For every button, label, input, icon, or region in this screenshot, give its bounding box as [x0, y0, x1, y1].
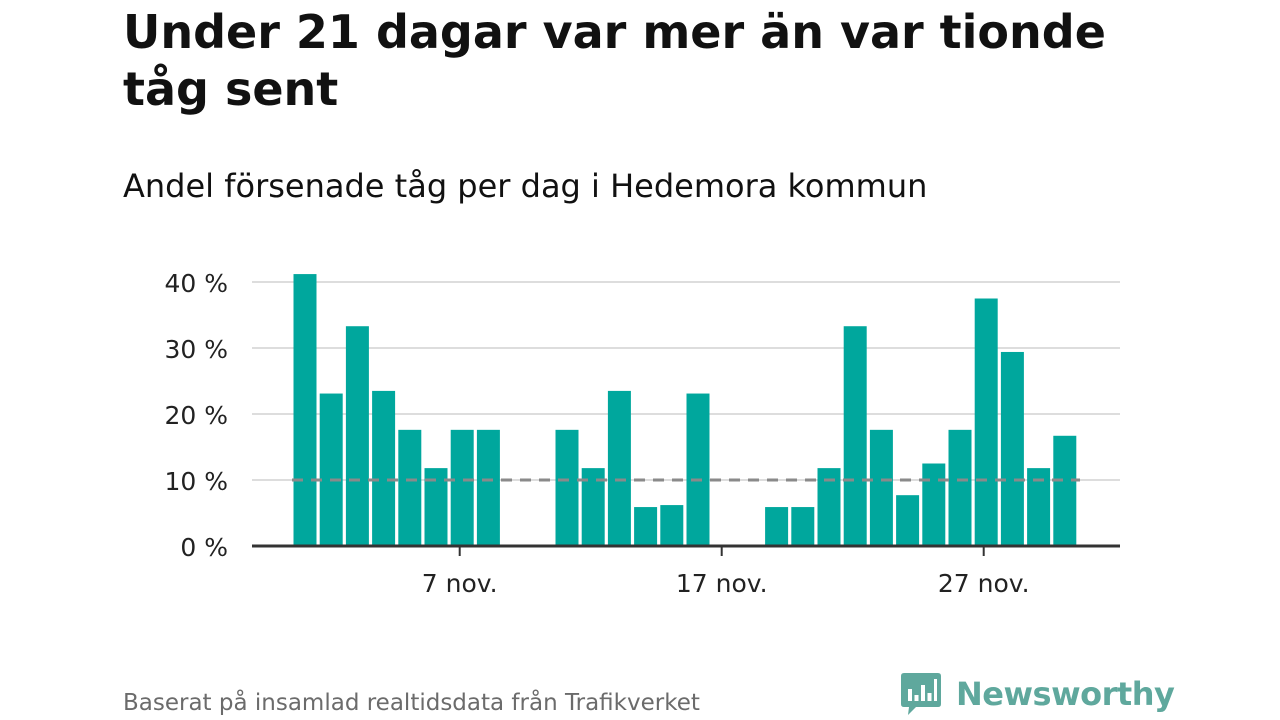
bar-2019-11-21	[817, 468, 841, 546]
bar-2019-11-27	[974, 298, 998, 546]
newsworthy-logo[interactable]: Newsworthy	[900, 671, 1175, 717]
bar-2019-11-24	[896, 495, 920, 546]
chart-title: Under 21 dagar var mer än var tionde tåg…	[123, 5, 1106, 116]
y-tick-label: 10 %	[164, 467, 228, 496]
bar-2019-11-19	[765, 507, 789, 546]
y-tick-label: 40 %	[164, 269, 228, 298]
bar-2019-11-04	[372, 390, 396, 546]
bar-2019-11-06	[424, 468, 448, 546]
bar-2019-11-03	[345, 326, 369, 546]
bar-2019-11-26	[948, 429, 972, 546]
x-tick-label: 27 nov.	[938, 569, 1030, 598]
bar-2019-11-01	[293, 274, 317, 546]
bar-2019-11-12	[581, 468, 605, 546]
bar-2019-11-30	[1053, 435, 1077, 546]
x-tick-label: 17 nov.	[676, 569, 768, 598]
bar-2019-11-11	[555, 429, 579, 546]
y-tick-labels: 0 % 10 % 20 % 30 % 40 %	[164, 269, 228, 562]
bar-2019-11-25	[922, 463, 946, 546]
x-tick-labels: 7 nov. 17 nov. 27 nov.	[422, 569, 1030, 598]
x-tick-label: 7 nov.	[422, 569, 498, 598]
bar-2019-11-07	[450, 429, 474, 546]
bar-2019-11-29	[1027, 468, 1051, 546]
bar-2019-11-08	[476, 429, 500, 546]
y-tick-label: 30 %	[164, 335, 228, 364]
bar-2019-11-22	[843, 326, 867, 546]
bars	[293, 274, 1077, 546]
bar-2019-11-14	[634, 507, 658, 546]
bar-2019-11-20	[791, 507, 815, 546]
bar-2019-11-13	[607, 390, 631, 546]
bar-2019-11-02	[319, 393, 343, 546]
chart-subtitle: Andel försenade tåg per dag i Hedemora k…	[123, 167, 928, 205]
source-note: Baserat på insamlad realtidsdata från Tr…	[123, 690, 700, 716]
logo-chart-icon	[901, 673, 941, 715]
bar-2019-11-28	[1000, 351, 1024, 546]
bar-2019-11-15	[660, 505, 684, 546]
bar-2019-11-05	[398, 429, 422, 546]
y-tick-label: 20 %	[164, 401, 228, 430]
y-tick-label: 0 %	[180, 533, 228, 562]
x-axis	[252, 544, 1120, 556]
bar-2019-11-23	[869, 429, 893, 546]
logo-text: Newsworthy	[956, 675, 1175, 713]
bar-2019-11-16	[686, 393, 710, 546]
